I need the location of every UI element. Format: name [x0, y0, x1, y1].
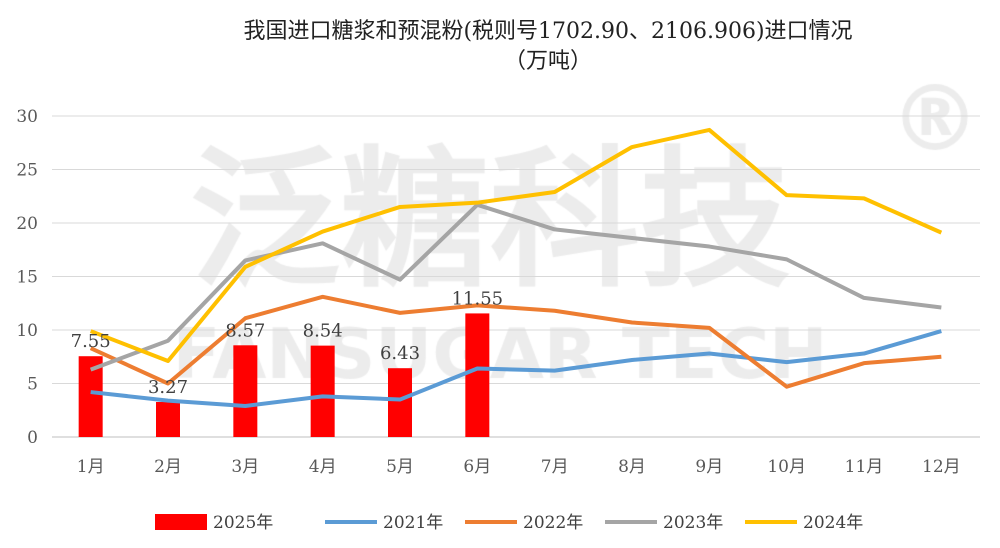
y-tick-label: 10 [16, 321, 38, 341]
legend-label: 2022年 [523, 513, 583, 533]
y-tick-label: 0 [27, 428, 38, 448]
x-tick-label: 6月 [463, 457, 491, 477]
legend-label: 2024年 [803, 513, 863, 533]
legend-label: 2023年 [663, 513, 723, 533]
x-tick-label: 9月 [695, 457, 723, 477]
x-tick-label: 7月 [541, 457, 569, 477]
bar-2025年 [156, 402, 180, 437]
chart-title: 我国进口糖浆和预混粉(税则号1702.90、2106.906)进口情况 [243, 19, 852, 44]
data-label: 6.43 [380, 343, 420, 364]
x-tick-label: 8月 [618, 457, 646, 477]
y-tick-label: 5 [27, 375, 38, 395]
chart-subtitle: （万吨） [504, 49, 592, 74]
bar-2025年 [388, 368, 412, 437]
data-label: 3.27 [148, 377, 188, 398]
line-2023年 [89, 202, 942, 372]
data-label: 8.54 [303, 321, 343, 342]
bar-2025年 [310, 345, 335, 437]
y-tick-label: 15 [16, 268, 38, 288]
line-2021年 [90, 329, 942, 408]
data-label: 11.55 [452, 288, 504, 309]
line-2024年 [89, 127, 943, 364]
bar-2025年 [233, 345, 258, 437]
legend-label: 2021年 [383, 513, 443, 533]
data-label: 8.57 [225, 320, 265, 341]
x-tick-label: 1月 [77, 457, 105, 477]
x-tick-label: 3月 [231, 457, 259, 477]
legend-swatch [155, 514, 207, 530]
bar-2025年 [78, 356, 103, 437]
y-tick-label: 30 [16, 107, 38, 127]
y-tick-label: 20 [16, 214, 38, 234]
x-tick-label: 11月 [845, 457, 884, 477]
x-tick-label: 5月 [386, 457, 414, 477]
x-tick-label: 12月 [922, 457, 961, 477]
data-label: 7.55 [71, 331, 111, 352]
line-2022年 [89, 294, 942, 389]
legend-label: 2025年 [213, 513, 273, 533]
x-tick-label: 2月 [154, 457, 182, 477]
bar-2025年 [465, 313, 490, 437]
y-tick-label: 25 [16, 161, 38, 181]
x-tick-label: 4月 [309, 457, 337, 477]
x-tick-label: 10月 [767, 457, 806, 477]
